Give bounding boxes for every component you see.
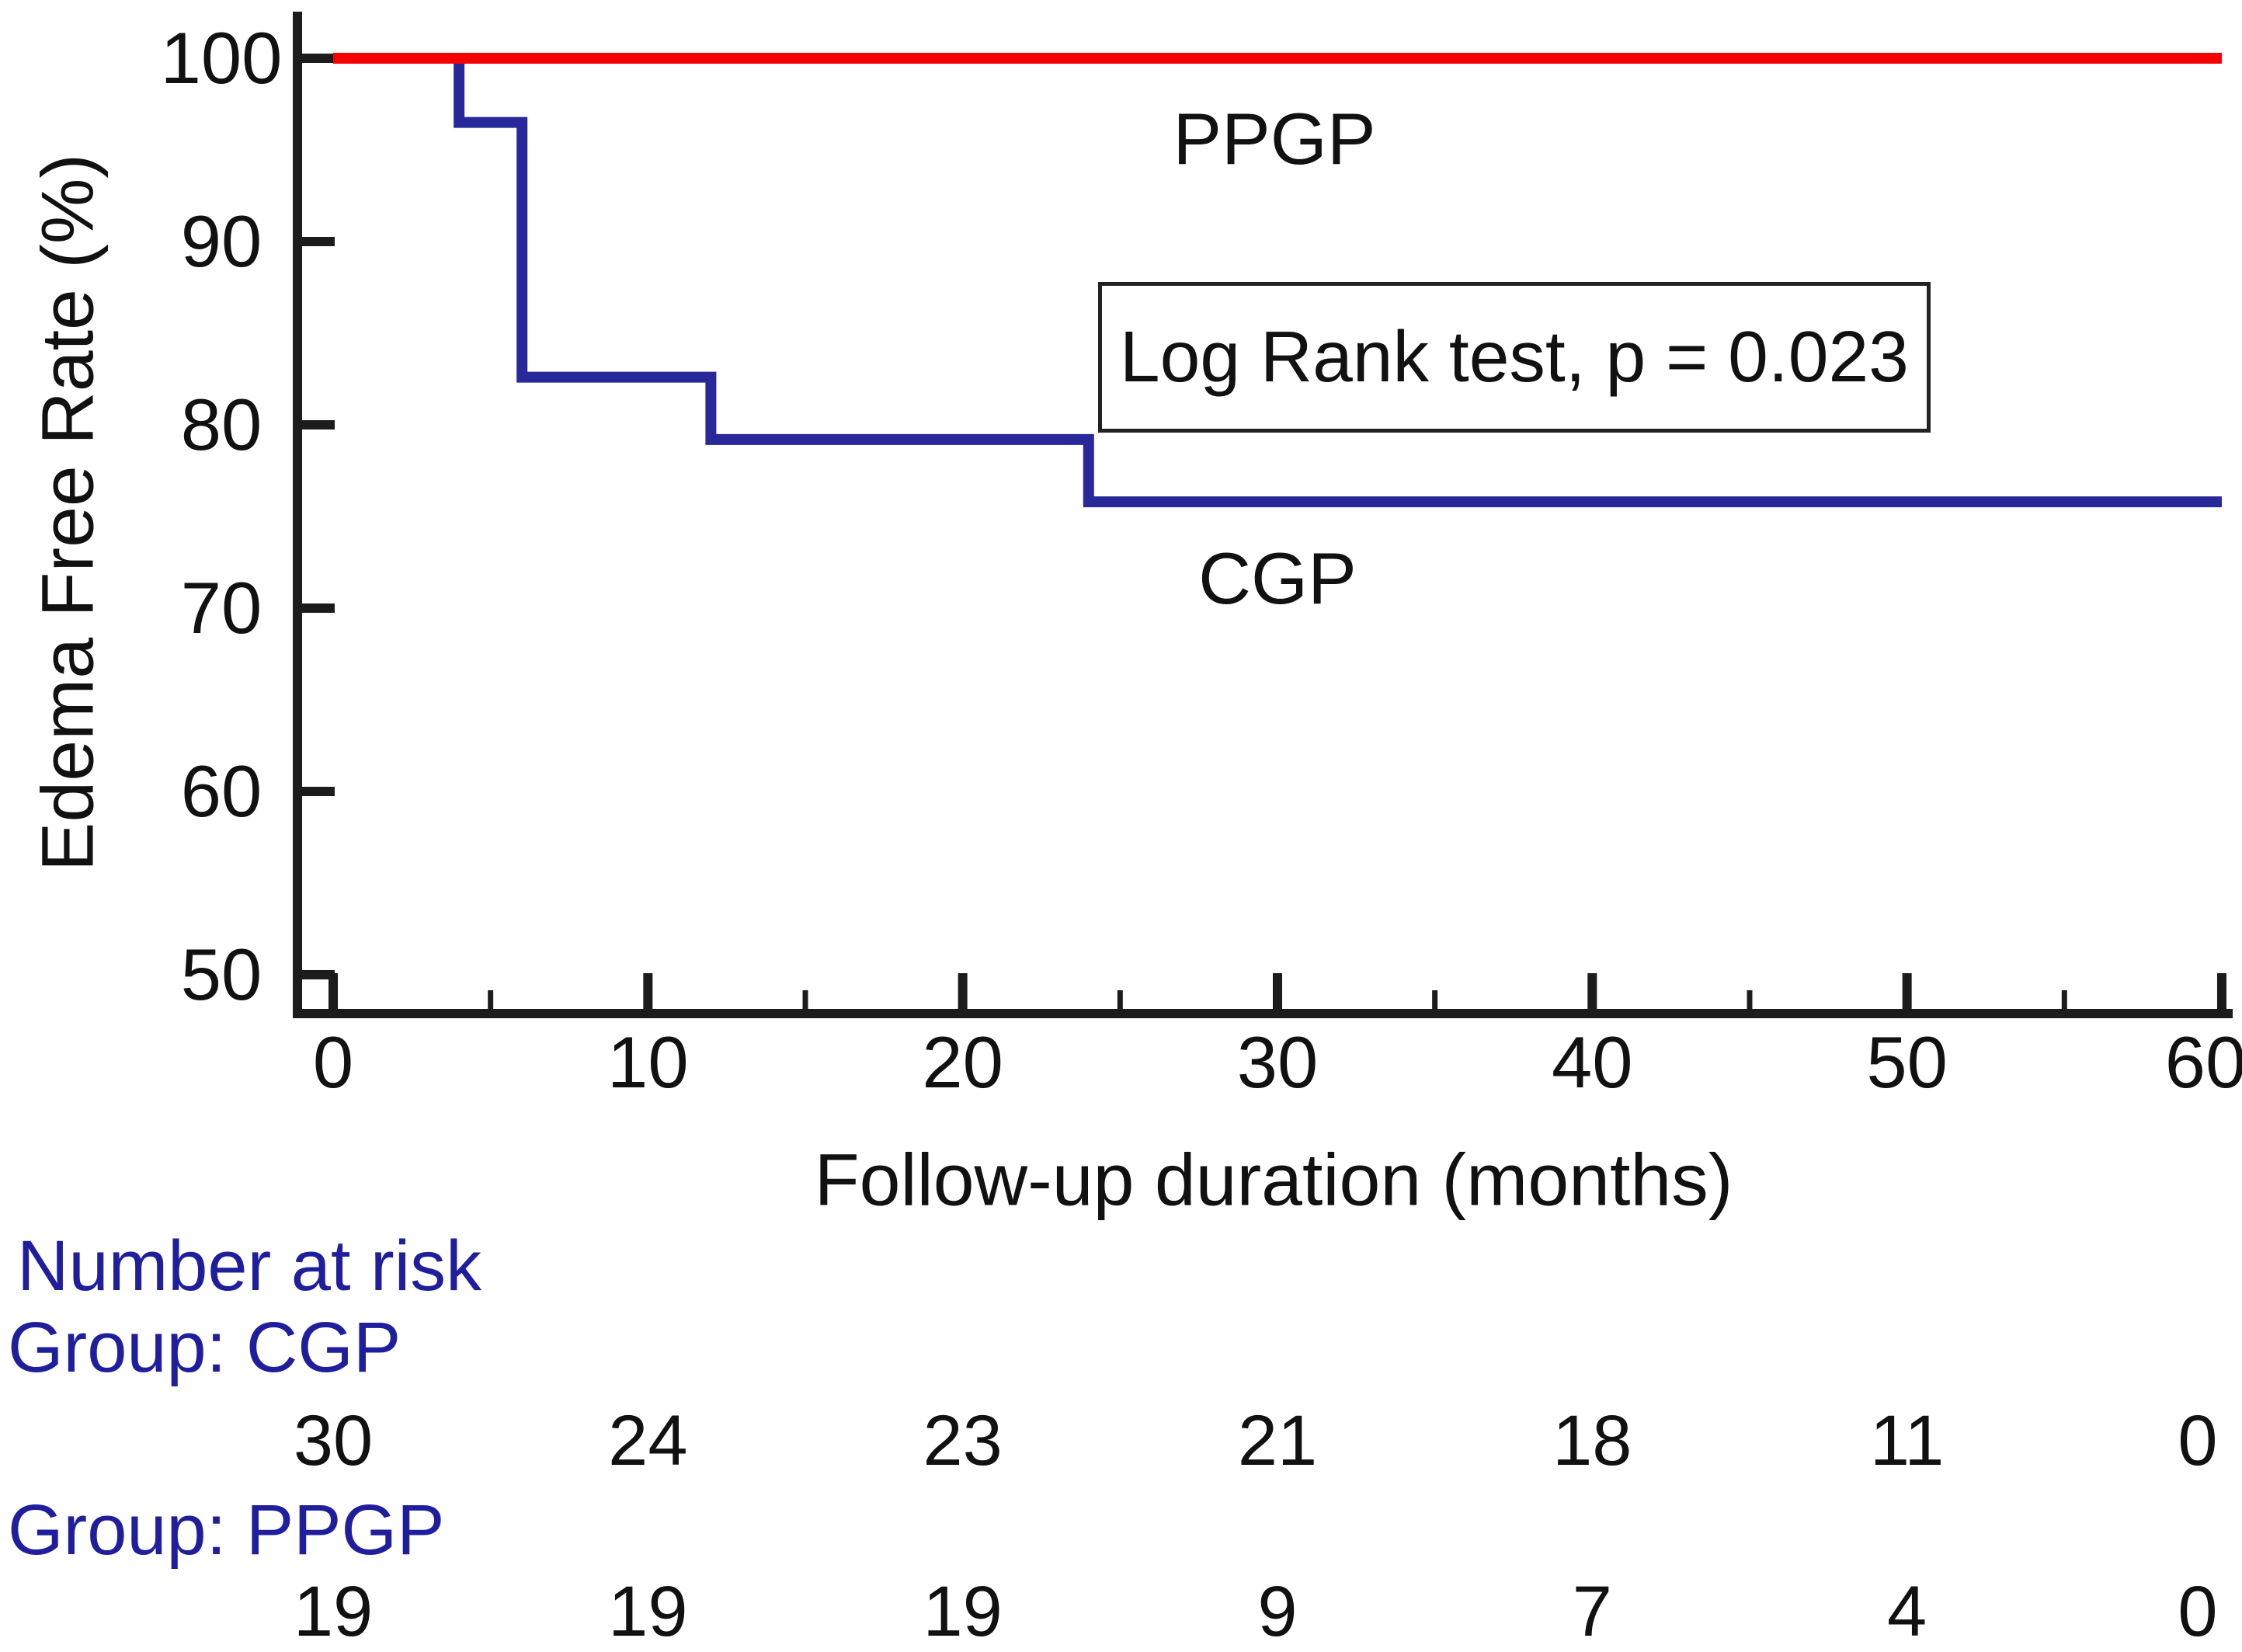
y-tick-label-60: 60 xyxy=(180,750,262,832)
x-tick-label-50: 50 xyxy=(1866,1021,1948,1103)
risk-value-cgp-0: 30 xyxy=(293,1401,374,1480)
y-tick-label-80: 80 xyxy=(180,384,262,465)
y-tick-label-50: 50 xyxy=(180,934,262,1015)
y-tick-label-100: 100 xyxy=(160,17,283,99)
risk-value-ppgp-30: 9 xyxy=(1257,1572,1298,1651)
risk-value-ppgp-20: 19 xyxy=(923,1572,1003,1651)
x-tick-label-40: 40 xyxy=(1552,1021,1633,1103)
risk-value-cgp-50: 11 xyxy=(1869,1401,1945,1480)
logrank-annotation-box: Log Rank test, p = 0.023 xyxy=(1097,281,1931,433)
x-tick-label-60: 60 xyxy=(2164,1021,2242,1103)
risk-group-label-ppgp: Group: PPGP xyxy=(8,1490,445,1570)
y-axis-title: Edema Free Rate (%) xyxy=(26,154,109,871)
y-tick-label-70: 70 xyxy=(180,567,262,649)
risk-value-ppgp-10: 19 xyxy=(608,1572,688,1651)
risk-table-header: Number at risk xyxy=(17,1226,482,1306)
series-label-ppgp: PPGP xyxy=(1173,97,1376,179)
x-tick-label-10: 10 xyxy=(607,1021,689,1103)
y-tick-label-90: 90 xyxy=(180,200,262,282)
x-tick-label-0: 0 xyxy=(312,1021,354,1103)
risk-value-ppgp-50: 4 xyxy=(1887,1572,1927,1651)
x-tick-label-30: 30 xyxy=(1236,1021,1319,1103)
series-label-cgp: CGP xyxy=(1198,537,1357,620)
logrank-annotation-text: Log Rank test, p = 0.023 xyxy=(1119,316,1909,398)
risk-value-ppgp-0: 19 xyxy=(293,1572,374,1651)
risk-group-label-cgp: Group: CGP xyxy=(8,1308,401,1387)
x-tick-label-20: 20 xyxy=(922,1021,1003,1103)
risk-value-cgp-60: 0 xyxy=(2178,1401,2218,1480)
risk-value-cgp-40: 18 xyxy=(1552,1401,1632,1480)
risk-value-cgp-30: 21 xyxy=(1237,1401,1318,1480)
x-axis-title: Follow-up duration (months) xyxy=(814,1139,1733,1222)
risk-value-cgp-20: 23 xyxy=(923,1401,1003,1480)
cgp-curve xyxy=(333,53,2222,508)
risk-value-ppgp-40: 7 xyxy=(1572,1572,1612,1651)
risk-value-ppgp-60: 0 xyxy=(2178,1572,2218,1651)
risk-value-cgp-10: 24 xyxy=(608,1401,688,1480)
